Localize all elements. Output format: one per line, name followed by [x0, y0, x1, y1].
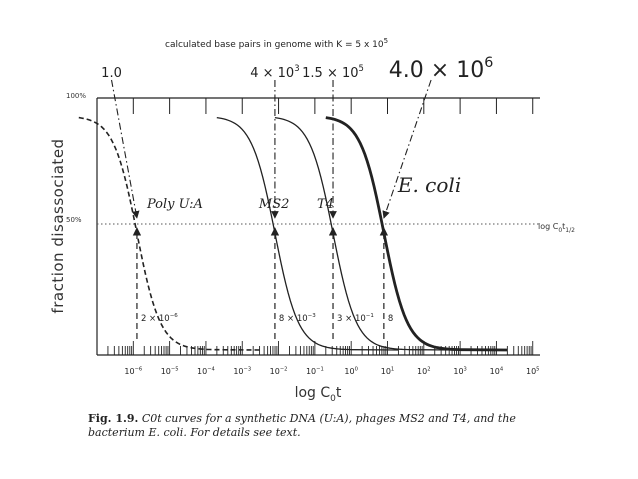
x-tick-label: 101 [381, 366, 395, 376]
x-tick-label: 10−5 [161, 366, 179, 376]
x-axis-label-text: log C0t [295, 385, 342, 404]
y-tick-label: 50% [66, 216, 82, 224]
x-tick-label: 10−1 [306, 366, 324, 376]
cot-half-text: log C0t1/2 [538, 222, 575, 234]
x-tick-label: 10−6 [124, 366, 142, 376]
cot-half-value: 8 [388, 314, 393, 324]
y-axis-label: fraction disassociated [49, 138, 67, 313]
figure-caption: Fig. 1.9. C0t curves for a synthetic DNA… [88, 412, 568, 440]
series-curve [78, 116, 261, 351]
series-name-label: T4 [317, 197, 334, 212]
cot-half-value: 8 × 10−3 [279, 313, 316, 324]
genome-size-pointer [382, 79, 432, 219]
genome-size-pointer [110, 79, 140, 219]
genome-size-label: 4.0 × 106 [389, 55, 494, 83]
series-name-label: MS2 [258, 197, 290, 212]
x-axis-label: log C0t [295, 385, 342, 404]
x-tick-label: 103 [453, 366, 467, 376]
x-tick-label: 102 [417, 366, 431, 376]
series-name-label: Poly U:A [146, 197, 203, 212]
cot-half-value: 2 × 10−6 [141, 313, 178, 324]
series-curve [274, 116, 457, 351]
cot-half-value: 3 × 10−1 [337, 313, 374, 324]
genome-size-label: 1.5 × 105 [302, 63, 364, 81]
chart-title: calculated base pairs in genome with K =… [165, 37, 388, 50]
genome-size-label: 4 × 103 [250, 63, 299, 81]
caption-fig-number: Fig. 1.9. [88, 412, 139, 425]
series-curve [216, 116, 399, 351]
x-tick-label: 10−3 [233, 366, 251, 376]
series-curve [325, 116, 508, 352]
cot-half-label: log C0t1/2 [538, 222, 575, 234]
caption-text: C0t curves for a synthetic DNA (U:A), ph… [88, 412, 516, 439]
x-tick-label: 100 [344, 366, 358, 376]
x-tick-label: 10−4 [197, 366, 216, 376]
genome-size-label: 1.0 [101, 66, 122, 81]
x-tick-label: 105 [526, 366, 540, 376]
series-name-label: E. coli [397, 173, 461, 197]
plot-frame [96, 97, 540, 356]
y-tick-label: 100% [66, 92, 86, 100]
x-tick-label: 104 [490, 366, 504, 376]
x-tick-label: 10−2 [270, 366, 288, 376]
